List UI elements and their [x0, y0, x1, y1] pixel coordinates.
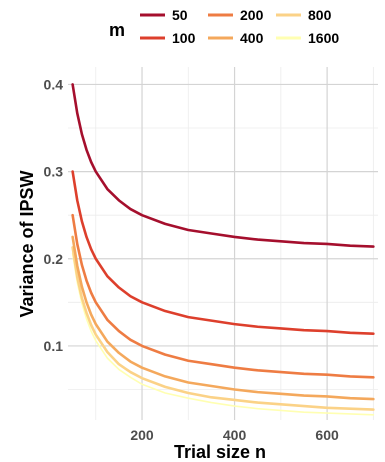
y-axis-title: Variance of IPSW [17, 170, 37, 317]
series-line-m-100 [71, 170, 375, 336]
legend-label: 50 [172, 7, 188, 23]
x-axis-title: Trial size n [174, 442, 266, 462]
legend-label: 1600 [308, 30, 339, 46]
legend-label: 100 [172, 30, 196, 46]
legend-label: 800 [308, 7, 332, 23]
x-tick-label: 200 [130, 427, 154, 443]
y-tick-label: 0.4 [44, 76, 64, 92]
series-lines [71, 83, 375, 416]
y-tick-label: 0.2 [44, 251, 64, 267]
x-tick-label: 400 [223, 427, 247, 443]
legend: m 50 100 200 400 800 1600 [109, 7, 339, 46]
x-axis-ticks: 200 400 600 [130, 427, 339, 443]
series-line-m-200 [71, 213, 375, 379]
series-line-m-800 [71, 246, 375, 411]
legend-title: m [109, 20, 125, 40]
y-tick-label: 0.1 [44, 338, 64, 354]
y-tick-label: 0.3 [44, 164, 64, 180]
legend-label: 200 [240, 7, 264, 23]
series-line-m-400 [71, 235, 375, 401]
y-axis-ticks: 0.1 0.2 0.3 0.4 [44, 76, 64, 353]
legend-label: 400 [240, 30, 264, 46]
series-line-m-50 [71, 83, 375, 248]
series-line-m-1600 [71, 252, 375, 416]
x-tick-label: 600 [315, 427, 339, 443]
